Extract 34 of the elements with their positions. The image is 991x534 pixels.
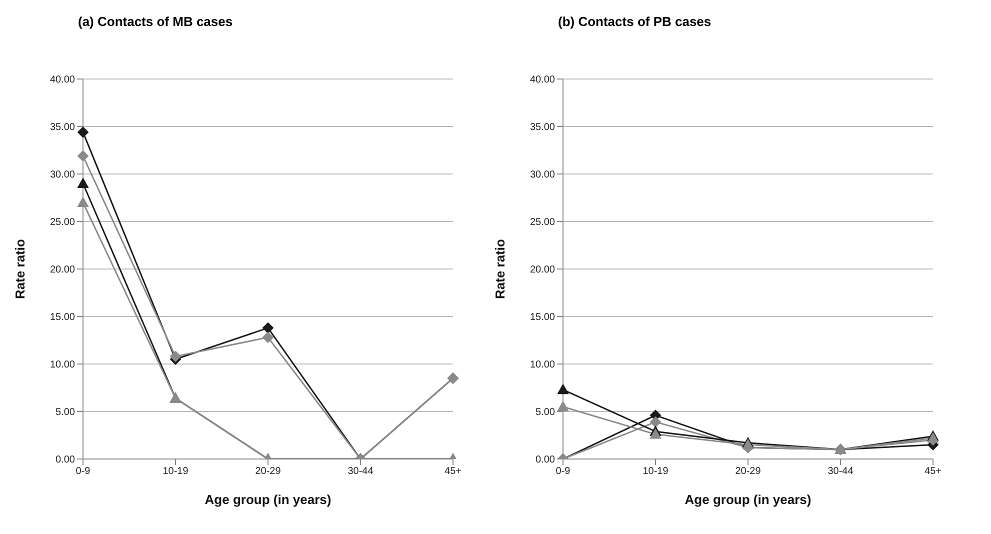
y-tick-label: 25.00 (50, 217, 76, 228)
y-tick-label: 20.00 (50, 264, 76, 276)
y-tick-label: 35.00 (50, 122, 76, 134)
x-tick-label: 45+ (924, 466, 942, 478)
x-tick-label: 20-29 (735, 466, 762, 478)
y-tick-label: 20.00 (530, 264, 556, 276)
y-tick-label: 25.00 (530, 217, 556, 228)
x-axis-title: Age group (in years) (684, 492, 812, 507)
x-tick-label: 30-44 (348, 466, 374, 478)
y-tick-label: 10.00 (50, 360, 76, 371)
x-tick-label: 20-29 (255, 466, 282, 478)
x-tick-label: 10-19 (642, 466, 669, 478)
chart-title: (a) Contacts of MB cases (77, 13, 234, 31)
y-tick-label: 0.00 (56, 454, 76, 466)
y-axis-title: Rate ratio (12, 238, 28, 299)
y-tick-label: 35.00 (530, 122, 556, 134)
x-tick-label: 0-9 (556, 466, 571, 478)
y-tick-label: 5.00 (56, 407, 76, 418)
y-tick-label: 40.00 (530, 74, 556, 86)
x-tick-label: 10-19 (162, 466, 189, 478)
y-tick-label: 30.00 (530, 170, 556, 181)
x-tick-label: 30-44 (828, 466, 854, 478)
y-tick-label: 40.00 (50, 74, 76, 86)
y-tick-label: 0.00 (536, 454, 556, 466)
y-tick-label: 10.00 (530, 360, 556, 371)
chart-title: (b) Contacts of PB cases (557, 13, 712, 31)
y-tick-label: 5.00 (536, 407, 556, 418)
y-tick-label: 15.00 (530, 312, 556, 324)
x-axis-title: Age group (in years) (204, 492, 332, 507)
x-tick-label: 45+ (444, 466, 462, 478)
y-axis-title: Rate ratio (492, 238, 508, 299)
x-tick-label: 0-9 (76, 466, 91, 478)
y-tick-label: 30.00 (50, 170, 76, 181)
y-tick-label: 15.00 (50, 312, 76, 324)
